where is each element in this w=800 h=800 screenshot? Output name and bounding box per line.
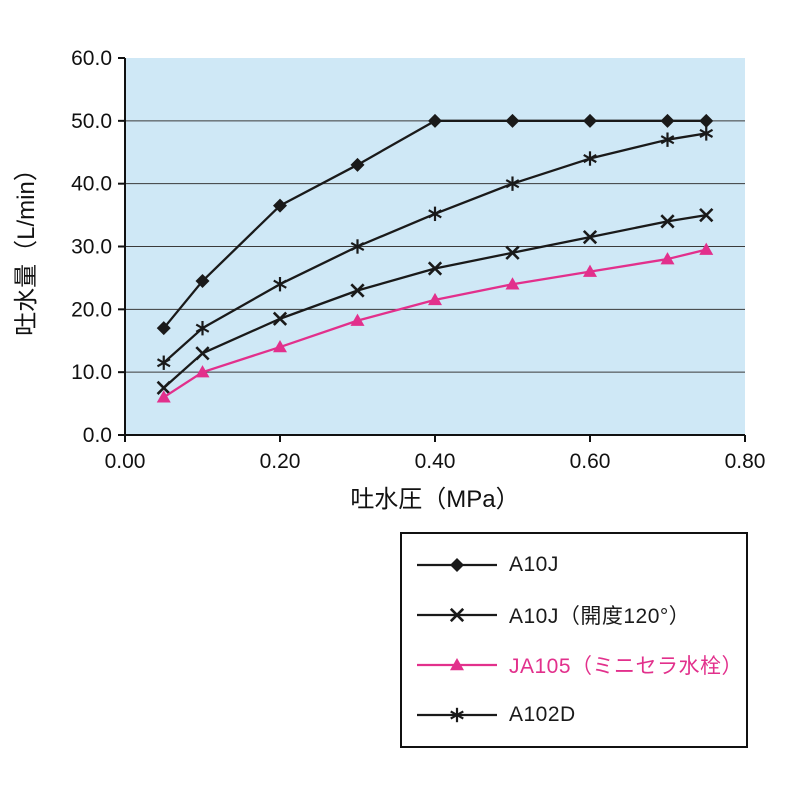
series-1-x-marker (427, 261, 443, 276)
y-tick-label: 60.0 (71, 47, 112, 70)
series-0-diamond-marker (505, 113, 520, 128)
series-0-diamond-marker (273, 198, 287, 213)
series-2-triangle-marker (660, 252, 675, 265)
legend-triangle-icon (450, 658, 464, 671)
series-3-asterisk-marker (428, 209, 442, 219)
legend-label-a10j-120: A10J（開度120°） (509, 605, 691, 628)
legend-label-a102d: A102D (509, 703, 576, 726)
series-2-triangle-marker (428, 292, 442, 306)
series-1-x-marker (505, 245, 520, 260)
legend-item-ja105: JA105（ミニセラ水栓） (402, 650, 746, 680)
series-1-x-marker (195, 346, 210, 361)
series-2-triangle-marker (583, 264, 597, 277)
series-1-x-marker (699, 207, 714, 223)
series-0-diamond-marker (699, 113, 714, 128)
legend-diamond-icon (450, 558, 464, 572)
flow-rate-line-chart: 0.0 10.0 20.0 30.0 40.0 50.0 60.0 0.00 0.20 0.40 0… (13, 47, 766, 513)
series-0-diamond-marker (583, 113, 597, 128)
series-0-diamond-marker (156, 321, 171, 336)
legend-label-ja105: JA105（ミニセラ水栓） (509, 655, 744, 678)
series-0-diamond-marker (428, 113, 442, 128)
x-axis-title: 吐水圧（MPa） (350, 486, 519, 513)
series-3-asterisk-marker (195, 323, 210, 333)
chart-legend: A10J A10J（開度120°） JA105（ミニセラ水栓） A102D (400, 532, 748, 748)
x-tick-label: 0.80 (725, 450, 766, 473)
series-3-asterisk-marker (660, 135, 675, 145)
series-3-asterisk-marker (583, 153, 597, 164)
x-tick-label: 0.40 (415, 450, 456, 473)
y-tick-label: 50.0 (71, 110, 112, 133)
series-3-asterisk-marker (505, 179, 520, 189)
legend-x-icon (449, 607, 465, 623)
y-axis-title: 吐水量（L/min） (13, 157, 40, 336)
series-1-x-marker (582, 229, 598, 245)
series-2-triangle-marker (699, 242, 714, 255)
series-2-triangle-marker (505, 277, 520, 290)
series-0-diamond-marker (350, 157, 365, 172)
legend-marker-asterisk-icon (417, 707, 497, 723)
series-1-x-marker (660, 214, 675, 229)
legend-asterisk-icon (450, 710, 464, 720)
legend-marker-triangle-icon (417, 658, 497, 671)
series-3-asterisk-marker (273, 279, 287, 289)
y-tick-label: 20.0 (71, 298, 112, 321)
series-0-diamond-marker (660, 113, 675, 128)
y-tick-label: 10.0 (71, 361, 112, 384)
legend-item-a10j: A10J (402, 550, 746, 580)
y-tick-label: 30.0 (71, 236, 112, 259)
x-tick-label: 0.60 (570, 450, 611, 473)
y-tick-label: 40.0 (71, 173, 112, 196)
x-tick-label: 0.00 (105, 450, 146, 473)
series-3-asterisk-marker (699, 128, 714, 138)
series-2-triangle-marker (273, 340, 287, 353)
x-tick-label: 0.20 (260, 450, 301, 473)
legend-item-a10j-120: A10J（開度120°） (402, 600, 746, 630)
series-3-asterisk-marker (350, 241, 365, 252)
legend-label-a10j: A10J (509, 553, 559, 576)
series-2-triangle-marker (195, 365, 210, 378)
series-2-triangle-marker (350, 313, 365, 326)
series-1-x-marker (350, 283, 365, 298)
legend-marker-x-icon (417, 607, 497, 623)
series-1-x-marker (272, 311, 288, 326)
series-0-diamond-marker (195, 274, 210, 289)
series-2-triangle-marker (156, 390, 171, 403)
series-3-asterisk-marker (156, 358, 171, 368)
y-tick-label: 0.0 (83, 424, 112, 447)
legend-marker-diamond-icon (417, 558, 497, 572)
series-1-x-marker (156, 380, 171, 395)
legend-item-a102d: A102D (402, 700, 746, 730)
